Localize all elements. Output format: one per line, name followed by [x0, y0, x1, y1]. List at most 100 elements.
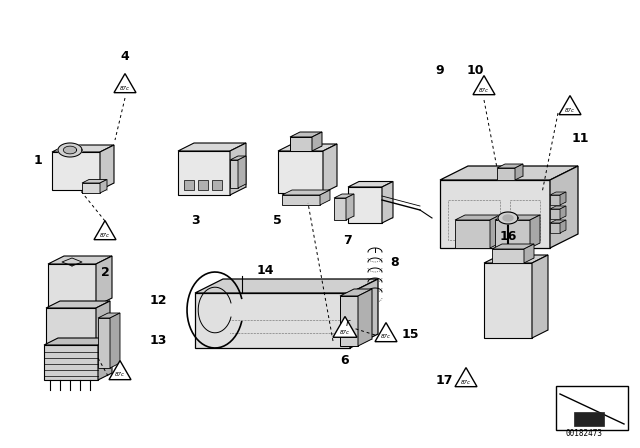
Text: 12: 12 — [149, 293, 167, 306]
Polygon shape — [497, 164, 523, 168]
Polygon shape — [109, 361, 131, 379]
Polygon shape — [503, 215, 513, 221]
Text: 10: 10 — [467, 64, 484, 77]
Text: 14: 14 — [256, 263, 274, 276]
Polygon shape — [559, 95, 581, 115]
Polygon shape — [560, 192, 566, 205]
Polygon shape — [46, 308, 96, 343]
Polygon shape — [348, 181, 393, 187]
Text: 00182473: 00182473 — [565, 429, 602, 438]
Text: 5: 5 — [273, 214, 282, 227]
Polygon shape — [98, 313, 120, 318]
Text: 87c: 87c — [565, 108, 575, 112]
Polygon shape — [455, 215, 500, 220]
Polygon shape — [282, 195, 320, 205]
Polygon shape — [82, 180, 107, 183]
Bar — [556, 386, 628, 430]
Polygon shape — [63, 146, 77, 154]
Polygon shape — [560, 206, 566, 219]
Polygon shape — [320, 190, 330, 205]
Text: 15: 15 — [401, 328, 419, 341]
Polygon shape — [100, 145, 114, 190]
Text: 87c: 87c — [115, 372, 125, 378]
Polygon shape — [312, 132, 322, 151]
Text: 8: 8 — [390, 255, 399, 268]
Polygon shape — [490, 215, 500, 248]
Polygon shape — [230, 143, 246, 195]
Polygon shape — [58, 143, 82, 157]
Text: 87c: 87c — [100, 233, 110, 237]
Polygon shape — [550, 206, 566, 209]
Polygon shape — [96, 301, 110, 343]
Text: 87c: 87c — [381, 335, 391, 340]
Polygon shape — [492, 244, 534, 249]
Polygon shape — [550, 166, 578, 248]
Polygon shape — [358, 289, 372, 346]
Polygon shape — [98, 318, 110, 368]
Polygon shape — [44, 338, 112, 345]
Polygon shape — [82, 183, 100, 193]
Polygon shape — [455, 220, 490, 248]
Polygon shape — [550, 195, 560, 205]
Polygon shape — [44, 345, 98, 380]
Polygon shape — [524, 244, 534, 263]
Polygon shape — [52, 152, 100, 190]
Text: 1: 1 — [34, 154, 42, 167]
Text: r: r — [346, 318, 350, 328]
Polygon shape — [440, 166, 578, 180]
Polygon shape — [48, 256, 112, 264]
Polygon shape — [484, 255, 548, 263]
Text: 87c: 87c — [120, 86, 130, 90]
Polygon shape — [382, 181, 393, 223]
Polygon shape — [94, 220, 116, 240]
Polygon shape — [178, 151, 230, 195]
Polygon shape — [455, 368, 477, 387]
Bar — [574, 412, 604, 426]
Polygon shape — [495, 215, 540, 220]
Polygon shape — [52, 145, 114, 152]
Polygon shape — [290, 132, 322, 137]
Text: 87c: 87c — [479, 87, 489, 92]
Polygon shape — [350, 279, 378, 348]
Polygon shape — [346, 194, 354, 220]
Polygon shape — [195, 279, 378, 293]
Polygon shape — [114, 73, 136, 93]
Polygon shape — [290, 137, 312, 151]
Polygon shape — [340, 296, 358, 346]
Polygon shape — [48, 264, 96, 306]
Text: 2: 2 — [100, 267, 109, 280]
Polygon shape — [497, 168, 515, 180]
Text: 7: 7 — [344, 233, 353, 246]
Bar — [198, 180, 208, 190]
Polygon shape — [340, 289, 372, 296]
Polygon shape — [98, 338, 112, 380]
Polygon shape — [440, 180, 550, 248]
Text: 13: 13 — [149, 333, 166, 346]
Polygon shape — [334, 198, 346, 220]
Bar — [184, 180, 194, 190]
Polygon shape — [46, 301, 110, 308]
Polygon shape — [348, 187, 382, 223]
Polygon shape — [550, 223, 560, 233]
Polygon shape — [96, 256, 112, 306]
Polygon shape — [238, 156, 246, 188]
Text: 87c: 87c — [340, 329, 350, 335]
Polygon shape — [515, 164, 523, 180]
Text: 9: 9 — [436, 64, 444, 77]
Polygon shape — [195, 293, 350, 348]
Polygon shape — [278, 144, 337, 151]
Polygon shape — [473, 76, 495, 95]
Polygon shape — [230, 156, 246, 160]
Text: 4: 4 — [120, 49, 129, 63]
Polygon shape — [323, 144, 337, 193]
Polygon shape — [334, 194, 354, 198]
Polygon shape — [333, 316, 357, 337]
Polygon shape — [282, 190, 330, 195]
Text: 6: 6 — [340, 353, 349, 366]
Text: 3: 3 — [191, 214, 199, 227]
Polygon shape — [495, 220, 530, 248]
Text: 16: 16 — [499, 229, 516, 242]
Polygon shape — [484, 263, 532, 338]
Polygon shape — [230, 160, 238, 188]
Polygon shape — [530, 215, 540, 248]
